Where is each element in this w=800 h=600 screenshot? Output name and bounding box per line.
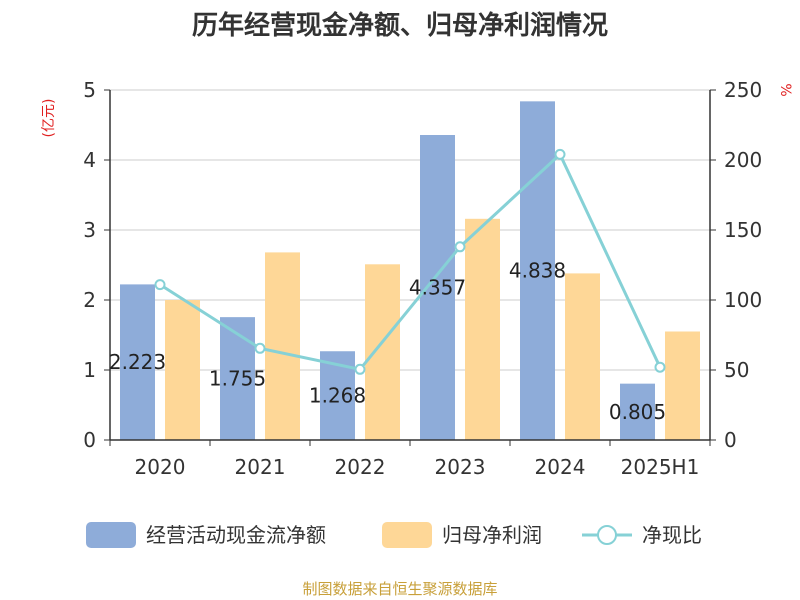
ratio-polyline — [159, 151, 662, 371]
right-tick-label: 150 — [724, 218, 762, 242]
right-tick-label: 50 — [724, 358, 749, 382]
net-profit-bar — [665, 331, 700, 440]
legend-marker-ratio — [597, 525, 617, 545]
ratio-point — [154, 279, 166, 291]
legend-label-ratio: 净现比 — [642, 523, 702, 547]
legend-label-cashflow: 经营活动现金流净额 — [146, 523, 326, 547]
left-tick-label: 0 — [83, 428, 96, 452]
right-tick-label: 0 — [724, 428, 737, 452]
gridlines — [110, 89, 710, 371]
right-axis-unit: % — [777, 83, 793, 96]
cashflow-bar — [120, 284, 155, 440]
legend-swatch-net-profit — [382, 522, 432, 548]
bars — [120, 101, 700, 440]
x-tick-label: 2025H1 — [621, 455, 700, 479]
net-profit-bar — [565, 273, 600, 440]
net-profit-bar — [365, 264, 400, 440]
left-tick-label: 4 — [83, 148, 96, 172]
left-tick-label: 5 — [83, 78, 96, 102]
ratio-point — [254, 342, 266, 354]
right-tick-label: 200 — [724, 148, 762, 172]
x-tick-label: 2020 — [135, 455, 186, 479]
x-tick-label: 2022 — [335, 455, 386, 479]
x-tick-label: 2023 — [435, 455, 486, 479]
cashflow-bar-label: 2.223 — [109, 350, 166, 374]
left-tick-label: 1 — [83, 358, 96, 382]
net-profit-bar — [165, 300, 200, 440]
legend-label-net-profit: 归母净利润 — [442, 523, 542, 547]
ratio-line — [154, 148, 666, 375]
net-profit-bar — [465, 218, 500, 440]
ratio-point — [354, 363, 366, 375]
ratio-point — [454, 241, 466, 253]
ratio-point — [554, 148, 566, 160]
x-tick-label: 2024 — [535, 455, 586, 479]
chart-title: 历年经营现金净额、归母净利润情况 — [192, 10, 608, 41]
source-note: 制图数据来自恒生聚源数据库 — [302, 580, 497, 598]
cashflow-bar-label: 4.357 — [409, 276, 466, 300]
cashflow-bar — [620, 383, 655, 440]
cashflow-bar — [520, 101, 555, 440]
ratio-point — [654, 361, 666, 373]
net-profit-bar — [265, 252, 300, 440]
legend-swatch-cashflow — [86, 522, 136, 548]
cashflow-bar — [220, 317, 255, 440]
left-tick-label: 3 — [83, 218, 96, 242]
right-tick-label: 100 — [724, 288, 762, 312]
cashflow-bar-label: 1.268 — [309, 384, 366, 408]
legend: 经营活动现金流净额 归母净利润 净现比 — [86, 522, 702, 548]
cashflow-bar-label: 1.755 — [209, 367, 266, 391]
data-labels: 2.223 1.755 1.268 4.357 4.838 0.805 — [109, 259, 666, 424]
cashflow-bar-label: 4.838 — [509, 259, 566, 283]
cashflow-bar-label: 0.805 — [609, 400, 666, 424]
x-tick-label: 2021 — [235, 455, 286, 479]
left-tick-label: 2 — [83, 288, 96, 312]
left-axis-unit: (亿元) — [41, 99, 57, 138]
right-tick-label: 250 — [724, 78, 762, 102]
